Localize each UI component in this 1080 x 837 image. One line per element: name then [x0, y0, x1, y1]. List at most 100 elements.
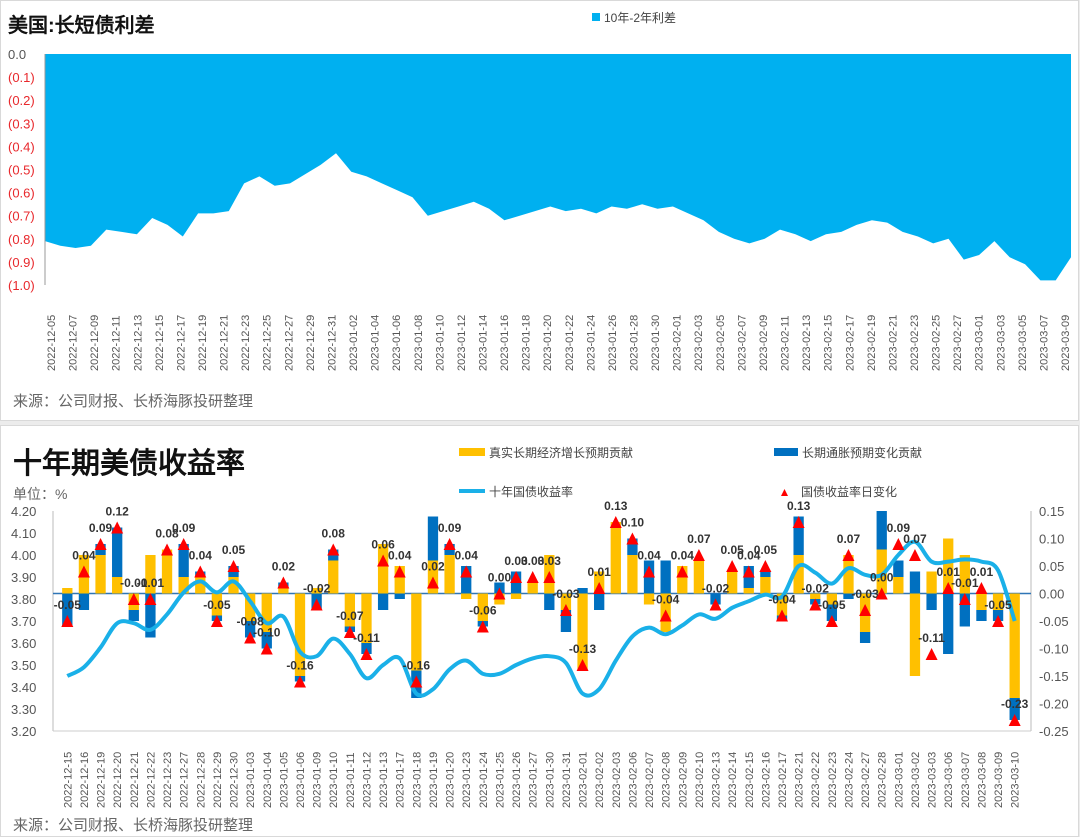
x-tick: 2023-02-13: [801, 315, 813, 371]
x-tick: 2023-03-07: [1038, 315, 1050, 371]
y-left-tick: 3.70: [11, 614, 36, 629]
legend-label-spread: 10年-2年利差: [604, 11, 676, 25]
change-label: 0.01: [970, 565, 994, 579]
change-label: -0.16: [403, 659, 431, 673]
x-tick: 2022-12-21: [219, 315, 231, 371]
change-label: -0.01: [137, 576, 165, 590]
bar-segment: [477, 593, 488, 621]
x-tick: 2023-03-07: [960, 752, 972, 808]
legend-label-yield: 十年国债收益率: [489, 484, 573, 499]
x-tick: 2023-01-22: [564, 315, 576, 371]
change-marker-icon: [377, 554, 390, 567]
change-label: -0.02: [303, 582, 331, 596]
x-tick: 2023-01-12: [361, 752, 373, 808]
bar-segment: [610, 522, 621, 594]
x-tick: 2023-02-02: [594, 752, 606, 808]
change-label: 0.07: [903, 532, 927, 546]
bar-segment: [394, 593, 405, 599]
bar-segment: [278, 588, 289, 594]
change-marker-icon: [227, 560, 240, 572]
x-tick: 2023-01-14: [477, 315, 489, 371]
bar-segment: [244, 621, 256, 638]
change-label: 0.09: [172, 521, 196, 535]
change-label: -0.02: [802, 582, 830, 596]
change-marker-icon: [343, 626, 356, 638]
x-tick: 2023-01-05: [278, 752, 290, 808]
x-tick: 2023-01-06: [295, 752, 307, 808]
change-label: 0.07: [687, 532, 711, 546]
x-tick: 2022-12-25: [262, 315, 274, 371]
x-tick: 2023-01-26: [511, 752, 523, 808]
bar-segment: [926, 571, 937, 594]
change-marker-icon: [526, 571, 539, 583]
change-label: 0.05: [754, 543, 778, 557]
x-tick: 2023-03-09: [1060, 315, 1072, 371]
bar-segment: [394, 566, 405, 594]
x-tick: 2022-12-15: [154, 315, 166, 371]
legend-label-real: 真实长期经济增长预期贡献: [489, 445, 633, 460]
bar-segment: [377, 593, 389, 610]
bar-segment: [959, 555, 970, 594]
x-tick: 2022-12-11: [111, 316, 123, 371]
change-marker-icon: [925, 648, 938, 660]
bar-segment: [261, 593, 272, 632]
bar-segment: [377, 544, 389, 594]
change-label: -0.01: [951, 576, 979, 590]
change-marker-icon: [892, 538, 905, 550]
change-label: 0.05: [222, 543, 246, 557]
change-label: -0.05: [818, 598, 846, 612]
change-label: 0.09: [887, 521, 911, 535]
x-tick: 2022-12-29: [305, 315, 317, 371]
yield-source-note: 来源：公司财报、长桥海豚投研整理: [13, 817, 254, 834]
bar-segment: [909, 571, 921, 594]
x-tick: 2023-03-05: [1017, 315, 1029, 371]
change-label: 0.02: [272, 560, 296, 574]
change-marker-icon: [643, 565, 656, 578]
change-label: 0.04: [637, 549, 661, 563]
bar-segment: [145, 555, 156, 594]
x-tick: 2022-12-22: [145, 752, 157, 808]
x-tick: 2023-01-28: [629, 315, 641, 371]
bar-segment: [62, 593, 73, 627]
y-left-tick: 3.30: [11, 702, 36, 717]
change-label: -0.10: [253, 626, 281, 640]
bar-segment: [776, 593, 788, 616]
x-tick: 2023-02-27: [860, 752, 872, 808]
x-tick: 2023-01-27: [528, 752, 540, 808]
change-marker-icon: [1008, 714, 1021, 726]
x-tick: 2023-01-11: [345, 753, 357, 808]
x-tick: 2023-01-19: [428, 752, 440, 808]
change-marker-icon: [543, 571, 556, 583]
x-tick: 2022-12-29: [212, 752, 224, 808]
bar-segment: [826, 593, 838, 605]
change-label: 0.01: [937, 565, 961, 579]
x-tick: 2023-03-03: [927, 752, 939, 808]
bar-segment: [128, 610, 139, 621]
change-marker-icon: [260, 642, 273, 655]
y-tick: (0.2): [8, 93, 35, 108]
change-marker-icon: [659, 609, 672, 622]
y-tick: (0.5): [8, 163, 35, 178]
x-tick: 2022-12-13: [132, 315, 144, 371]
x-tick: 2023-02-23: [909, 315, 921, 371]
change-marker-icon: [676, 565, 689, 578]
spread-area-chart: 10年-2年利差 0.0 (0.1) (0.2) (0.3) (0.4) (0.5) (0.6…: [8, 11, 1072, 371]
bar-segment: [909, 593, 921, 676]
change-marker-icon: [776, 609, 788, 622]
bar-segment: [145, 593, 156, 638]
x-tick: 2023-03-09: [993, 752, 1005, 808]
legend-triangle-icon: [781, 489, 788, 496]
change-marker-icon: [443, 538, 456, 550]
x-tick: 2023-03-08: [976, 752, 988, 808]
x-tick: 2023-02-17: [844, 315, 856, 371]
bar-segment: [112, 577, 123, 594]
change-marker-icon: [460, 565, 473, 578]
change-marker-icon: [360, 648, 373, 660]
change-marker-icon: [908, 549, 921, 561]
change-marker-icon: [244, 631, 257, 644]
x-tick: 2023-03-02: [910, 752, 922, 808]
x-tick: 2023-01-08: [413, 315, 425, 371]
y-right-tick: 0.10: [1039, 532, 1064, 547]
change-label: -0.05: [984, 598, 1012, 612]
x-tick: 2023-03-01: [974, 315, 986, 371]
